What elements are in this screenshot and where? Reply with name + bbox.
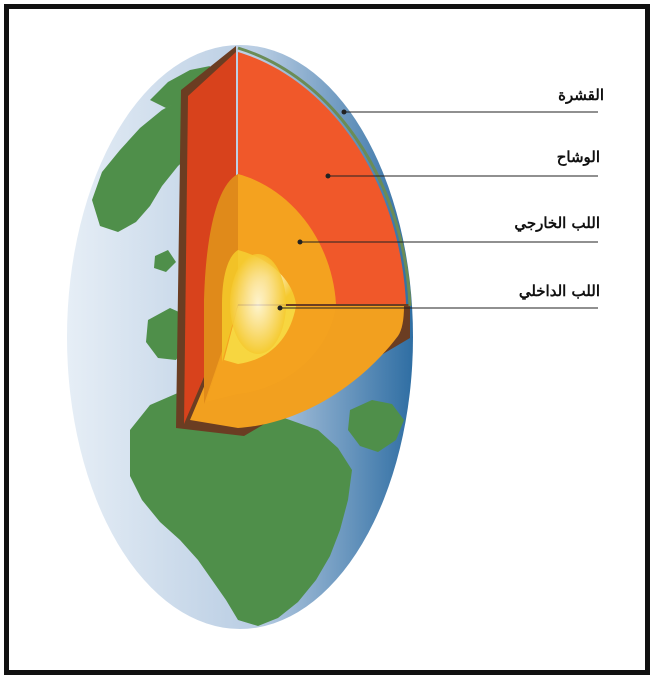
land-island [154, 250, 176, 272]
land-scandinavia [150, 66, 210, 108]
leader-dot-mantle [325, 173, 331, 179]
label-outer-core: اللب الخارجي [514, 214, 600, 232]
leader-dot-crust [341, 109, 347, 115]
leader-dot-outer-core [297, 239, 303, 245]
land-africa [130, 392, 352, 626]
leader-dot-inner-core [277, 305, 283, 311]
label-crust: القشرة [558, 86, 604, 104]
label-inner-core: اللب الداخلي [518, 282, 600, 300]
inner-core-left [222, 250, 238, 362]
inner-core-glow [230, 254, 286, 354]
outer-core-left [204, 174, 238, 404]
crust-rim [237, 46, 412, 307]
label-mantle: الوشاح [556, 148, 600, 166]
land-arabia [348, 400, 404, 452]
